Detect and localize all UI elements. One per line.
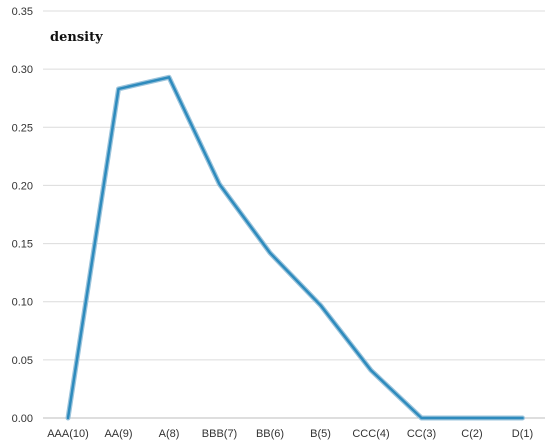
y-tick-label: 0.25	[12, 122, 33, 134]
data-point	[167, 75, 171, 79]
y-tick-label: 0.05	[12, 355, 33, 367]
data-point	[521, 416, 525, 420]
x-tick-label: D(1)	[512, 428, 533, 440]
data-point	[369, 368, 373, 372]
x-tick-label: BBB(7)	[202, 428, 237, 440]
data-point	[218, 182, 222, 186]
data-point	[117, 87, 121, 91]
y-axis-label: density	[50, 30, 103, 45]
data-point	[319, 303, 323, 307]
x-tick-label: AAA(10)	[47, 428, 89, 440]
x-tick-label: A(8)	[159, 428, 180, 440]
data-point	[268, 251, 272, 255]
x-tick-label: C(2)	[461, 428, 482, 440]
x-tick-label: B(5)	[310, 428, 331, 440]
x-tick-label: CCC(4)	[352, 428, 389, 440]
data-point	[470, 416, 474, 420]
y-tick-label: 0.20	[12, 180, 33, 192]
data-point	[66, 416, 70, 420]
series-layer	[65, 74, 525, 421]
series-line	[66, 76, 524, 420]
y-tick-label: 0.30	[12, 64, 33, 76]
y-axis-ticks: 0.00 0.05 0.10 0.15 0.20 0.25 0.30 0.35	[12, 6, 33, 425]
grid-layer	[43, 10, 545, 419]
y-tick-label: 0.00	[12, 413, 33, 425]
y-tick-label: 0.15	[12, 239, 33, 251]
data-point	[420, 416, 424, 420]
x-tick-label: AA(9)	[104, 428, 132, 440]
x-axis-ticks: AAA(10) AA(9) A(8) BBB(7) BB(6) B(5) CCC(4) CC(…	[47, 428, 533, 440]
y-tick-label: 0.10	[12, 297, 33, 309]
series-line-shadow	[65, 74, 525, 421]
y-tick-label: 0.35	[12, 6, 33, 18]
x-tick-label: CC(3)	[407, 428, 436, 440]
x-tick-label: BB(6)	[256, 428, 284, 440]
